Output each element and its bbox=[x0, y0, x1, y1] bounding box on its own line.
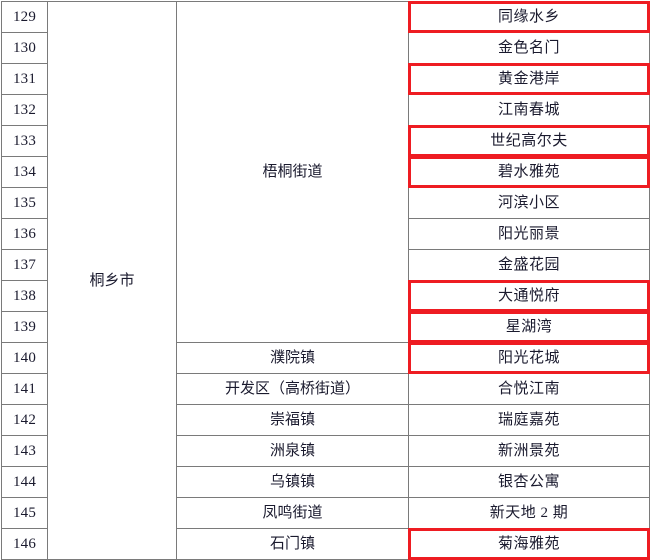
community-name-cell-highlighted: 黄金港岸 bbox=[408, 63, 651, 96]
row-index-cell: 144 bbox=[1, 466, 48, 498]
community-name-cell: 江南春城 bbox=[408, 94, 650, 126]
town-cell: 濮院镇 bbox=[176, 342, 409, 374]
row-index-cell: 140 bbox=[1, 342, 48, 374]
table-row: 131 黄金港岸 bbox=[1, 63, 651, 96]
table-row: 145 凤鸣街道 新天地 2 期 bbox=[1, 497, 650, 529]
town-cell: 梧桐街道 bbox=[176, 1, 409, 343]
community-name-cell: 新洲景苑 bbox=[408, 435, 650, 467]
row-index-cell: 129 bbox=[1, 1, 48, 33]
row-index-cell: 130 bbox=[1, 32, 48, 64]
town-cell: 乌镇镇 bbox=[176, 466, 409, 498]
community-name-cell: 阳光丽景 bbox=[408, 218, 650, 250]
row-index-cell: 137 bbox=[1, 249, 48, 281]
table-row: 141 开发区（高桥街道） 合悦江南 bbox=[1, 373, 650, 405]
town-cell: 洲泉镇 bbox=[176, 435, 409, 467]
community-name-cell-highlighted: 星湖湾 bbox=[408, 311, 651, 344]
community-name-cell-highlighted: 阳光花城 bbox=[408, 342, 651, 375]
community-name-cell: 瑞庭嘉苑 bbox=[408, 404, 650, 436]
town-cell: 凤鸣街道 bbox=[176, 497, 409, 529]
table-row: 143 洲泉镇 新洲景苑 bbox=[1, 435, 650, 467]
row-index-cell: 141 bbox=[1, 373, 48, 405]
row-index-cell: 135 bbox=[1, 187, 48, 219]
town-cell: 崇福镇 bbox=[176, 404, 409, 436]
row-index-cell: 145 bbox=[1, 497, 48, 529]
row-index-cell: 138 bbox=[1, 280, 48, 312]
row-index-cell: 146 bbox=[1, 528, 48, 560]
city-cell: 桐乡市 bbox=[47, 1, 177, 560]
table-row: 135 河滨小区 bbox=[1, 187, 650, 219]
table-row: 136 阳光丽景 bbox=[1, 218, 650, 250]
row-index-cell: 142 bbox=[1, 404, 48, 436]
town-cell: 开发区（高桥街道） bbox=[176, 373, 409, 405]
row-index-cell: 139 bbox=[1, 311, 48, 343]
community-name-cell-highlighted: 大通悦府 bbox=[408, 280, 651, 313]
community-name-cell: 银杏公寓 bbox=[408, 466, 650, 498]
community-name-cell: 河滨小区 bbox=[408, 187, 650, 219]
community-name-cell: 金色名门 bbox=[408, 32, 650, 64]
town-cell: 石门镇 bbox=[176, 528, 409, 560]
table-row: 133 世纪高尔夫 bbox=[1, 125, 651, 158]
community-name-cell: 金盛花园 bbox=[408, 249, 650, 281]
table-row: 137 金盛花园 bbox=[1, 249, 650, 281]
row-index-cell: 132 bbox=[1, 94, 48, 126]
row-index-cell: 143 bbox=[1, 435, 48, 467]
community-name-cell: 新天地 2 期 bbox=[408, 497, 650, 529]
row-index-cell: 131 bbox=[1, 63, 48, 95]
community-name-cell: 合悦江南 bbox=[408, 373, 650, 405]
community-name-cell-highlighted: 碧水雅苑 bbox=[408, 156, 651, 189]
community-name-cell-highlighted: 同缘水乡 bbox=[408, 1, 651, 34]
community-name-cell-highlighted: 世纪高尔夫 bbox=[408, 125, 651, 158]
row-index-cell: 133 bbox=[1, 125, 48, 157]
row-index-cell: 136 bbox=[1, 218, 48, 250]
table-row: 142 崇福镇 瑞庭嘉苑 bbox=[1, 404, 650, 436]
table-row: 130 金色名门 bbox=[1, 32, 650, 64]
table-row: 139 星湖湾 bbox=[1, 311, 651, 344]
row-index-cell: 134 bbox=[1, 156, 48, 188]
community-name-cell-highlighted: 菊海雅苑 bbox=[408, 528, 651, 560]
